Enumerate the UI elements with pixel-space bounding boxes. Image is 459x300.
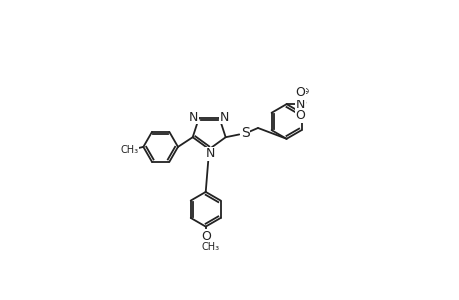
Text: N: N <box>295 98 304 111</box>
Text: N: N <box>189 111 198 124</box>
Text: O: O <box>200 230 210 243</box>
Text: S: S <box>241 126 249 140</box>
Text: $\ominus$: $\ominus$ <box>300 86 309 96</box>
Text: O: O <box>295 86 305 99</box>
Text: $\oplus$: $\oplus$ <box>300 98 307 107</box>
Text: CH₃: CH₃ <box>120 145 138 155</box>
Text: CH₃: CH₃ <box>201 242 219 252</box>
Text: N: N <box>205 147 214 160</box>
Text: N: N <box>219 111 229 124</box>
Text: O: O <box>295 109 305 122</box>
